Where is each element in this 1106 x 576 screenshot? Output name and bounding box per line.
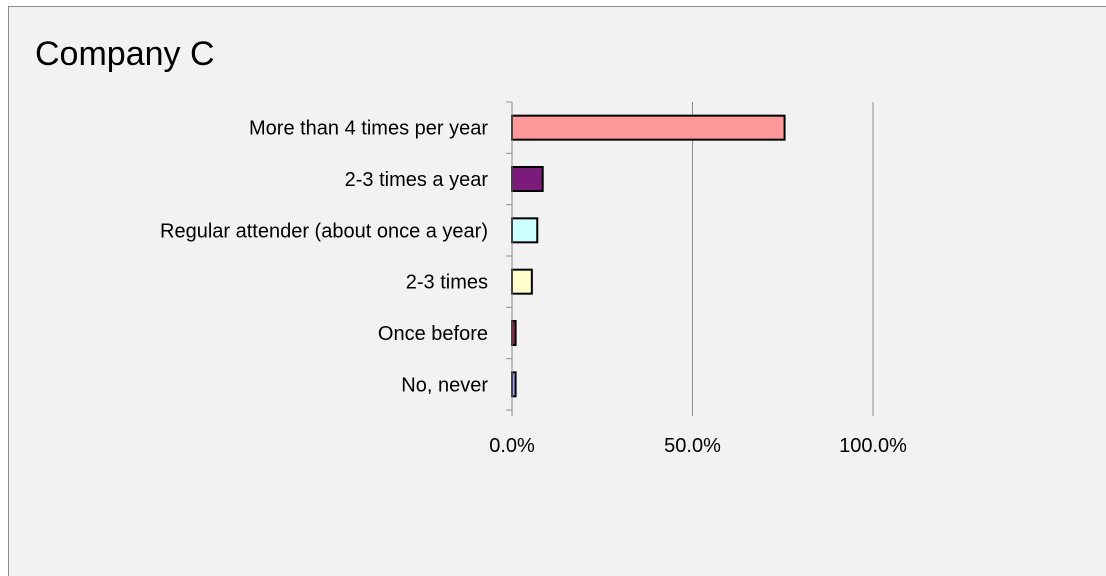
- tick-labels: 0.0% 50.0% 100.0%: [489, 435, 907, 457]
- bars: [511, 114, 786, 398]
- bar: [511, 320, 517, 346]
- category-label: Once before: [378, 323, 488, 345]
- x-tick-label: 0.0%: [489, 435, 535, 457]
- bar: [511, 166, 544, 192]
- category-label: No, never: [401, 374, 488, 396]
- x-tick-label: 100.0%: [839, 435, 907, 457]
- gridlines: [692, 102, 874, 410]
- axes: [506, 101, 874, 416]
- category-labels: More than 4 times per year 2-3 times a ye…: [160, 118, 488, 397]
- category-label: 2-3 times a year: [345, 169, 489, 191]
- category-label: Regular attender (about once a year): [160, 220, 488, 242]
- category-label: 2-3 times: [406, 272, 488, 294]
- bar: [511, 217, 539, 244]
- category-label: More than 4 times per year: [249, 118, 488, 140]
- bar: [511, 371, 517, 398]
- bar: [511, 268, 533, 295]
- chart-title: Company C: [35, 35, 215, 73]
- chart-panel: Company C: [8, 6, 1106, 576]
- bar: [511, 114, 786, 141]
- x-tick-label: 50.0%: [664, 435, 721, 457]
